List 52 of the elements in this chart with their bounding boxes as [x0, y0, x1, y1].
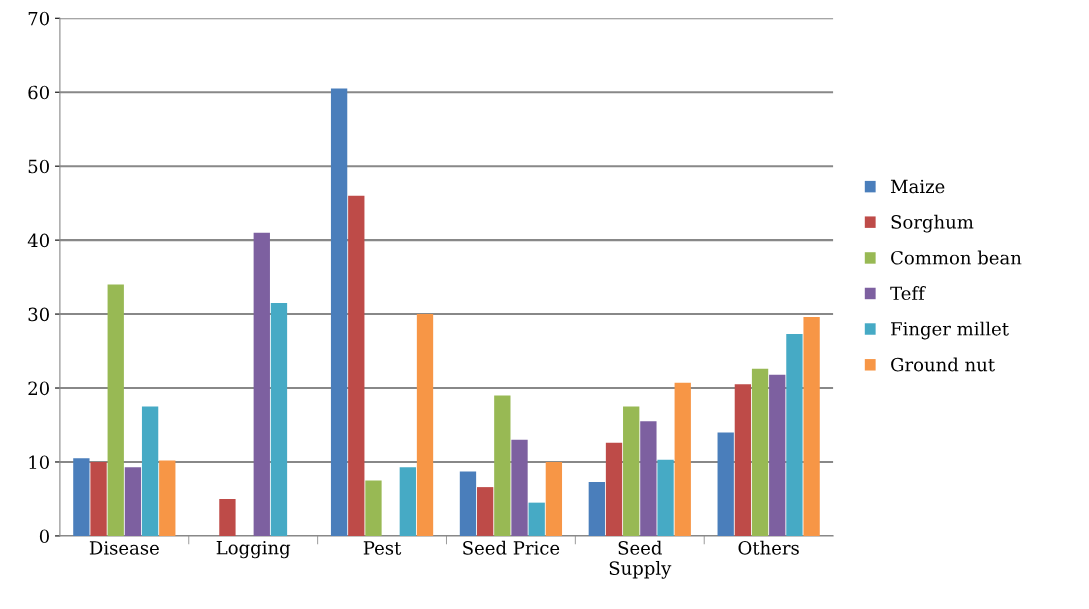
x-tick-label: Others	[738, 540, 799, 555]
bar	[605, 442, 623, 536]
bar	[588, 481, 605, 536]
legend-label: Finger millet	[891, 321, 1009, 340]
bar	[734, 384, 752, 536]
legend-label: Ground nut	[891, 357, 995, 372]
bar	[90, 461, 107, 536]
y-tick-label: 60	[28, 85, 49, 100]
y-tick-label: 40	[27, 233, 49, 248]
x-tick-label: Seed Supply	[609, 540, 672, 579]
y-tick-label: 70	[28, 11, 49, 26]
y-tick-label: 50	[28, 159, 49, 174]
bar	[717, 432, 734, 536]
bar	[674, 382, 691, 536]
bar	[253, 232, 270, 536]
bar	[399, 467, 416, 536]
legend-label: Teff	[890, 286, 926, 301]
bar	[330, 88, 348, 536]
bar	[769, 374, 786, 536]
y-tick-label: 0	[39, 529, 49, 544]
y-tick-label: 20	[28, 381, 49, 396]
bar	[73, 458, 90, 536]
bar	[219, 498, 236, 536]
bar	[365, 480, 382, 536]
bar	[459, 471, 477, 536]
x-tick-label: Pest	[363, 541, 402, 555]
bar	[528, 502, 545, 536]
bar	[159, 460, 176, 536]
x-tick-label: Disease	[89, 541, 159, 555]
bar	[270, 302, 288, 536]
y-tick-label: 30	[28, 307, 49, 322]
bar	[124, 467, 142, 536]
x-tick-label: Seed Price	[463, 540, 560, 555]
bar	[803, 317, 820, 536]
bar	[348, 195, 365, 536]
bar	[476, 487, 494, 536]
x-tick-label: Logging	[216, 540, 291, 559]
y-tick-label: 10	[29, 455, 49, 470]
legend-label: Maize	[890, 179, 945, 194]
bar	[657, 459, 674, 536]
bar	[511, 439, 528, 536]
bar	[107, 284, 124, 536]
bar	[623, 406, 640, 536]
bar	[751, 368, 769, 536]
bar	[416, 314, 434, 536]
legend-label: Sorghum	[891, 214, 974, 233]
bar	[494, 395, 511, 536]
bar	[640, 421, 657, 536]
bar	[141, 406, 159, 536]
legend-label: Common bean	[891, 250, 1022, 265]
bar	[786, 334, 803, 536]
bar	[545, 461, 563, 536]
